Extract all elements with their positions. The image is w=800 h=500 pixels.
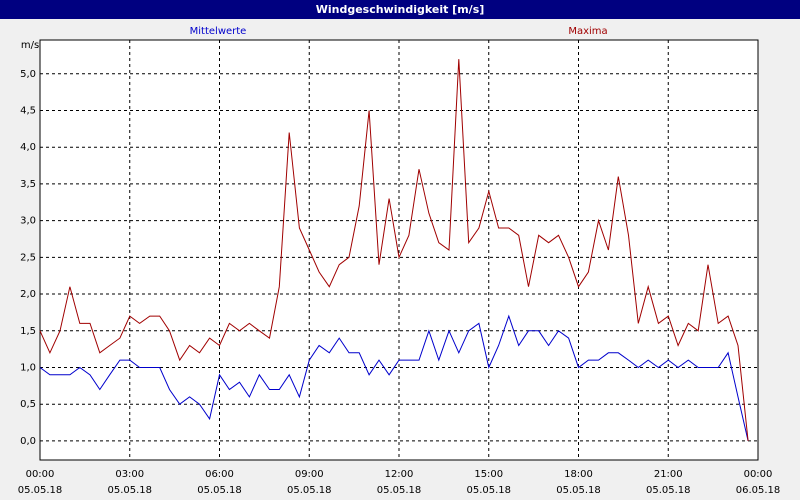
- y-tick-label: 0,5: [20, 399, 36, 410]
- legend-label: Mittelwerte: [190, 26, 247, 37]
- y-tick-label: 1,0: [20, 362, 36, 373]
- x-tick-date: 05.05.18: [377, 485, 422, 496]
- y-tick-label: 2,0: [20, 289, 36, 300]
- y-tick-label: 1,5: [20, 326, 36, 337]
- x-tick-label: 00:00: [744, 469, 773, 480]
- x-tick-date: 05.05.18: [18, 485, 63, 496]
- x-tick-label: 18:00: [564, 469, 593, 480]
- y-tick-label: 0,0: [20, 436, 36, 447]
- chart-title: Windgeschwindigkeit [m/s]: [316, 3, 485, 16]
- x-tick-date: 05.05.18: [107, 485, 152, 496]
- x-tick-label: 12:00: [385, 469, 414, 480]
- x-tick-date: 06.05.18: [736, 485, 781, 496]
- y-tick-label: 3,5: [20, 179, 36, 190]
- x-tick-date: 05.05.18: [556, 485, 601, 496]
- legend-label: Maxima: [568, 26, 607, 37]
- x-tick-label: 06:00: [205, 469, 234, 480]
- y-tick-label: 2,5: [20, 252, 36, 263]
- series-line: [39, 59, 749, 441]
- x-tick-date: 05.05.18: [646, 485, 691, 496]
- x-tick-label: 21:00: [654, 469, 683, 480]
- series-line: [39, 314, 749, 442]
- x-tick-label: 00:00: [26, 469, 55, 480]
- y-tick-label: 4,0: [20, 142, 36, 153]
- x-tick-date: 05.05.18: [197, 485, 242, 496]
- y-tick-label: 3,0: [20, 216, 36, 227]
- x-tick-label: 03:00: [115, 469, 144, 480]
- x-tick-date: 05.05.18: [466, 485, 511, 496]
- y-tick-label: 5,0: [20, 69, 36, 80]
- title-bar: [0, 0, 800, 19]
- x-tick-label: 15:00: [474, 469, 503, 480]
- y-unit: m/s: [21, 40, 39, 51]
- x-tick-date: 05.05.18: [287, 485, 332, 496]
- x-tick-label: 09:00: [295, 469, 324, 480]
- y-tick-label: 4,5: [20, 105, 36, 116]
